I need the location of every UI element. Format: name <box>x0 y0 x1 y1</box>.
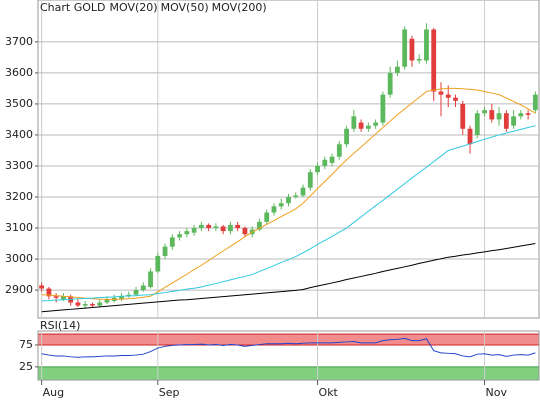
candle-body <box>358 122 364 129</box>
candle-body <box>293 195 299 198</box>
candle-body <box>220 226 226 232</box>
candle-body <box>402 29 408 67</box>
legend-entry: MOV(50) <box>161 1 209 14</box>
candle-body <box>431 29 437 92</box>
candle-body <box>90 304 95 306</box>
candle-body <box>228 224 233 232</box>
candle-body <box>474 113 480 135</box>
candle-body <box>46 288 52 297</box>
candle-body <box>315 165 320 173</box>
candle-body <box>365 125 371 129</box>
candle-body <box>61 296 66 300</box>
y-tick-label: 3000 <box>5 252 33 265</box>
candle-body <box>460 103 466 129</box>
candle-body <box>75 302 81 306</box>
candle-body <box>467 128 473 145</box>
x-tick-label: Nov <box>486 386 508 399</box>
candle-body <box>489 110 495 120</box>
candle-body <box>344 128 349 145</box>
x-tick-label: Sep <box>159 386 180 399</box>
candle-body <box>264 212 270 222</box>
candle-body <box>198 224 204 229</box>
legend-entry: MOV(20) <box>110 1 158 14</box>
candle-body <box>169 237 175 247</box>
candle-body <box>496 113 502 120</box>
chart-title: Chart GOLD <box>40 1 106 14</box>
candle-body <box>409 38 415 61</box>
candle-body <box>53 296 59 298</box>
y-tick-label: 3300 <box>5 159 33 172</box>
candle-body <box>119 296 124 300</box>
candle-body <box>387 72 393 95</box>
candle-body <box>133 290 139 295</box>
candle-body <box>351 116 357 129</box>
candle-body <box>511 116 516 126</box>
candle-body <box>380 94 386 123</box>
candle-body <box>257 221 262 230</box>
candle-body <box>97 302 103 306</box>
x-tick-label: Okt <box>319 386 339 399</box>
candle-body <box>532 94 538 111</box>
candle-body <box>395 66 400 73</box>
candle-body <box>235 224 241 229</box>
line-series <box>41 243 536 313</box>
plot-frame <box>37 0 540 319</box>
y-tick-label: 3100 <box>5 221 33 234</box>
candle-body <box>148 271 153 287</box>
y-tick-label: 25 <box>19 360 33 373</box>
line-series <box>41 337 536 358</box>
y-tick-label: 3600 <box>5 66 33 79</box>
candle-body <box>445 94 451 98</box>
line-series <box>41 87 536 300</box>
candle-body <box>373 122 379 126</box>
candle-body <box>184 231 190 235</box>
candle-body <box>300 187 306 196</box>
candle-body <box>416 58 422 61</box>
candle-body <box>242 228 248 235</box>
candle-body <box>155 255 161 272</box>
candle-body <box>213 226 219 229</box>
y-tick-label: 3700 <box>5 35 33 48</box>
plot-frame <box>37 330 540 381</box>
x-tick-label: Aug <box>43 386 64 399</box>
y-tick-label: 75 <box>19 338 33 351</box>
candle-body <box>104 299 110 303</box>
y-tick-label: 2900 <box>5 283 33 296</box>
rsi-zone <box>37 366 540 381</box>
candle-body <box>438 91 444 95</box>
panel-title: RSI(14) <box>40 319 80 332</box>
y-tick-label: 3200 <box>5 190 33 203</box>
candle-body <box>140 285 146 291</box>
candle-body <box>162 246 168 256</box>
candle-body <box>278 203 284 207</box>
candle-body <box>177 234 182 238</box>
y-tick-label: 3400 <box>5 128 33 141</box>
legend-entry: MOV(200) <box>212 1 267 14</box>
y-tick-label: 3500 <box>5 97 33 110</box>
candle-body <box>307 172 313 188</box>
candle-body <box>336 144 342 157</box>
candle-body <box>322 159 328 166</box>
candle-body <box>271 206 277 213</box>
candle-body <box>206 224 212 229</box>
candle-body <box>82 304 88 306</box>
candle-body <box>39 285 45 289</box>
candle-body <box>453 97 458 101</box>
candle-body <box>286 197 291 204</box>
candle-body <box>329 156 335 163</box>
candle-body <box>424 29 429 61</box>
candle-body <box>525 113 531 115</box>
candle-body <box>518 113 524 117</box>
candle-body <box>191 228 197 233</box>
candle-body <box>482 110 487 114</box>
line-series <box>41 125 536 302</box>
candle-body <box>503 113 509 129</box>
